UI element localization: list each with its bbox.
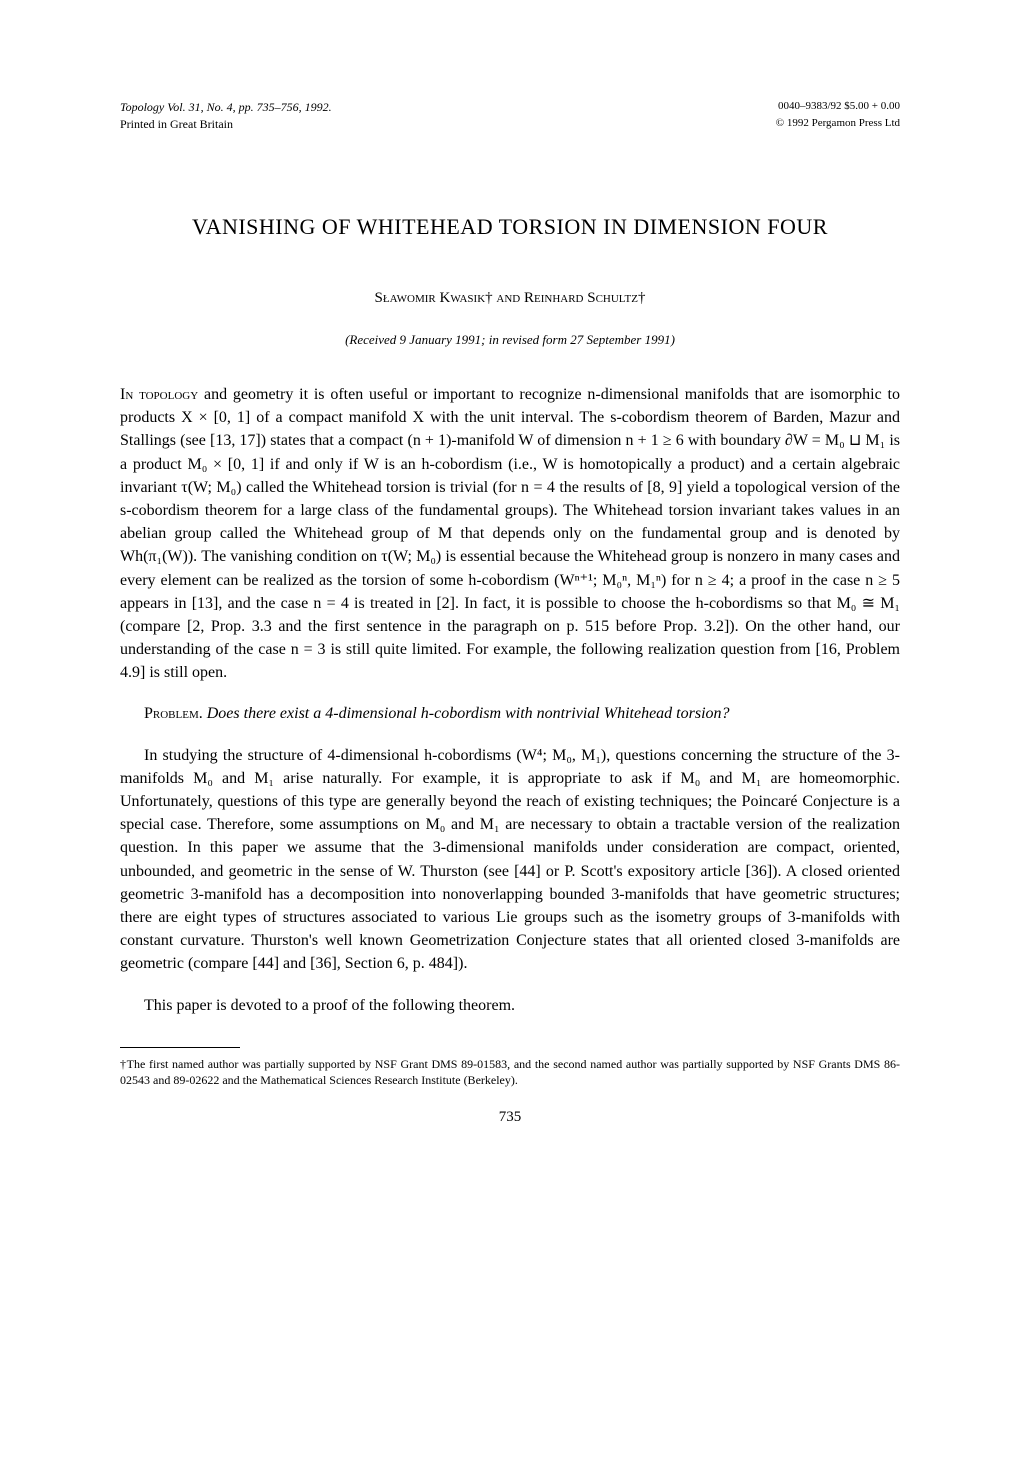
- problem-label: Problem.: [144, 705, 203, 722]
- paragraph-3: This paper is devoted to a proof of the …: [120, 994, 900, 1017]
- issn-price: 0040–9383/92 $5.00 + 0.00: [778, 100, 900, 115]
- lead-words: In topology: [120, 386, 198, 403]
- paragraph-intro: In topology and geometry it is often use…: [120, 383, 900, 684]
- page-number: 735: [120, 1109, 900, 1126]
- paper-title: VANISHING OF WHITEHEAD TORSION IN DIMENS…: [120, 214, 900, 240]
- problem-block: Problem. Does there exist a 4-dimensiona…: [120, 702, 900, 725]
- received-date: (Received 9 January 1991; in revised for…: [120, 332, 900, 348]
- paragraph-2: In studying the structure of 4-dimension…: [120, 744, 900, 976]
- printed-location: Printed in Great Britain: [120, 117, 233, 132]
- paragraph-1-body: and geometry it is often useful or impor…: [120, 386, 900, 681]
- problem-text: Does there exist a 4-dimensional h-cobor…: [203, 705, 730, 722]
- copyright-notice: © 1992 Pergamon Press Ltd: [776, 117, 900, 212]
- authors: Sławomir Kwasik† and Reinhard Schultz†: [120, 290, 900, 307]
- journal-info: Topology Vol. 31, No. 4, pp. 735–756, 19…: [120, 100, 332, 115]
- footnote-text: †The first named author was partially su…: [120, 1056, 900, 1090]
- footnote-separator: [120, 1047, 240, 1048]
